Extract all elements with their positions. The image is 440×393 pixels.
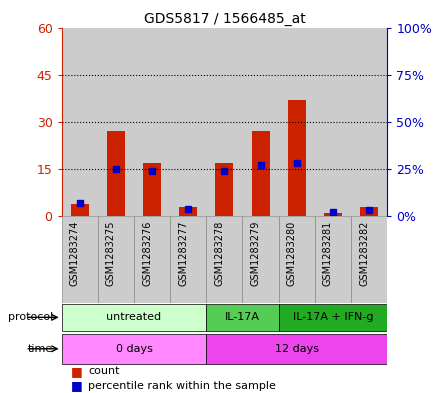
Bar: [170, 28, 206, 216]
Bar: [206, 28, 242, 216]
Bar: [206, 216, 242, 303]
Bar: [179, 207, 197, 216]
Bar: [315, 28, 351, 216]
Bar: [279, 28, 315, 216]
Text: ■: ■: [70, 365, 82, 378]
Bar: [71, 204, 89, 216]
Text: GSM1283277: GSM1283277: [178, 220, 188, 286]
Text: untreated: untreated: [106, 312, 161, 322]
Bar: [315, 28, 351, 216]
Bar: [279, 216, 315, 303]
Bar: [62, 304, 206, 331]
Text: ■: ■: [70, 379, 82, 393]
Bar: [242, 28, 279, 216]
Bar: [62, 28, 98, 216]
Title: GDS5817 / 1566485_at: GDS5817 / 1566485_at: [143, 13, 305, 26]
Bar: [215, 163, 234, 216]
Text: 0 days: 0 days: [116, 344, 152, 354]
Text: GSM1283278: GSM1283278: [214, 220, 224, 286]
Bar: [170, 28, 206, 216]
Text: time: time: [28, 344, 53, 354]
Text: protocol: protocol: [7, 312, 53, 322]
Bar: [143, 163, 161, 216]
Text: GSM1283281: GSM1283281: [323, 220, 333, 286]
Bar: [315, 216, 351, 303]
Text: 12 days: 12 days: [275, 344, 319, 354]
Bar: [279, 28, 315, 216]
Text: GSM1283275: GSM1283275: [106, 220, 116, 286]
Text: IL-17A + IFN-g: IL-17A + IFN-g: [293, 312, 373, 322]
Bar: [62, 334, 206, 364]
Bar: [170, 216, 206, 303]
Bar: [252, 131, 270, 216]
Bar: [206, 28, 242, 216]
Bar: [134, 28, 170, 216]
Bar: [324, 213, 342, 216]
Text: percentile rank within the sample: percentile rank within the sample: [88, 381, 276, 391]
Bar: [351, 28, 387, 216]
Bar: [351, 28, 387, 216]
Text: GSM1283279: GSM1283279: [250, 220, 260, 286]
Text: GSM1283282: GSM1283282: [359, 220, 369, 286]
Bar: [351, 216, 387, 303]
Bar: [62, 216, 98, 303]
Bar: [107, 131, 125, 216]
Bar: [206, 334, 387, 364]
Bar: [206, 304, 279, 331]
Bar: [134, 28, 170, 216]
Bar: [360, 207, 378, 216]
Text: GSM1283276: GSM1283276: [142, 220, 152, 286]
Bar: [242, 216, 279, 303]
Bar: [98, 28, 134, 216]
Bar: [134, 216, 170, 303]
Text: IL-17A: IL-17A: [225, 312, 260, 322]
Bar: [288, 100, 306, 216]
Text: count: count: [88, 366, 120, 376]
Bar: [279, 304, 387, 331]
Bar: [242, 28, 279, 216]
Text: GSM1283274: GSM1283274: [70, 220, 80, 286]
Text: GSM1283280: GSM1283280: [287, 220, 297, 286]
Bar: [98, 216, 134, 303]
Bar: [98, 28, 134, 216]
Bar: [62, 28, 98, 216]
